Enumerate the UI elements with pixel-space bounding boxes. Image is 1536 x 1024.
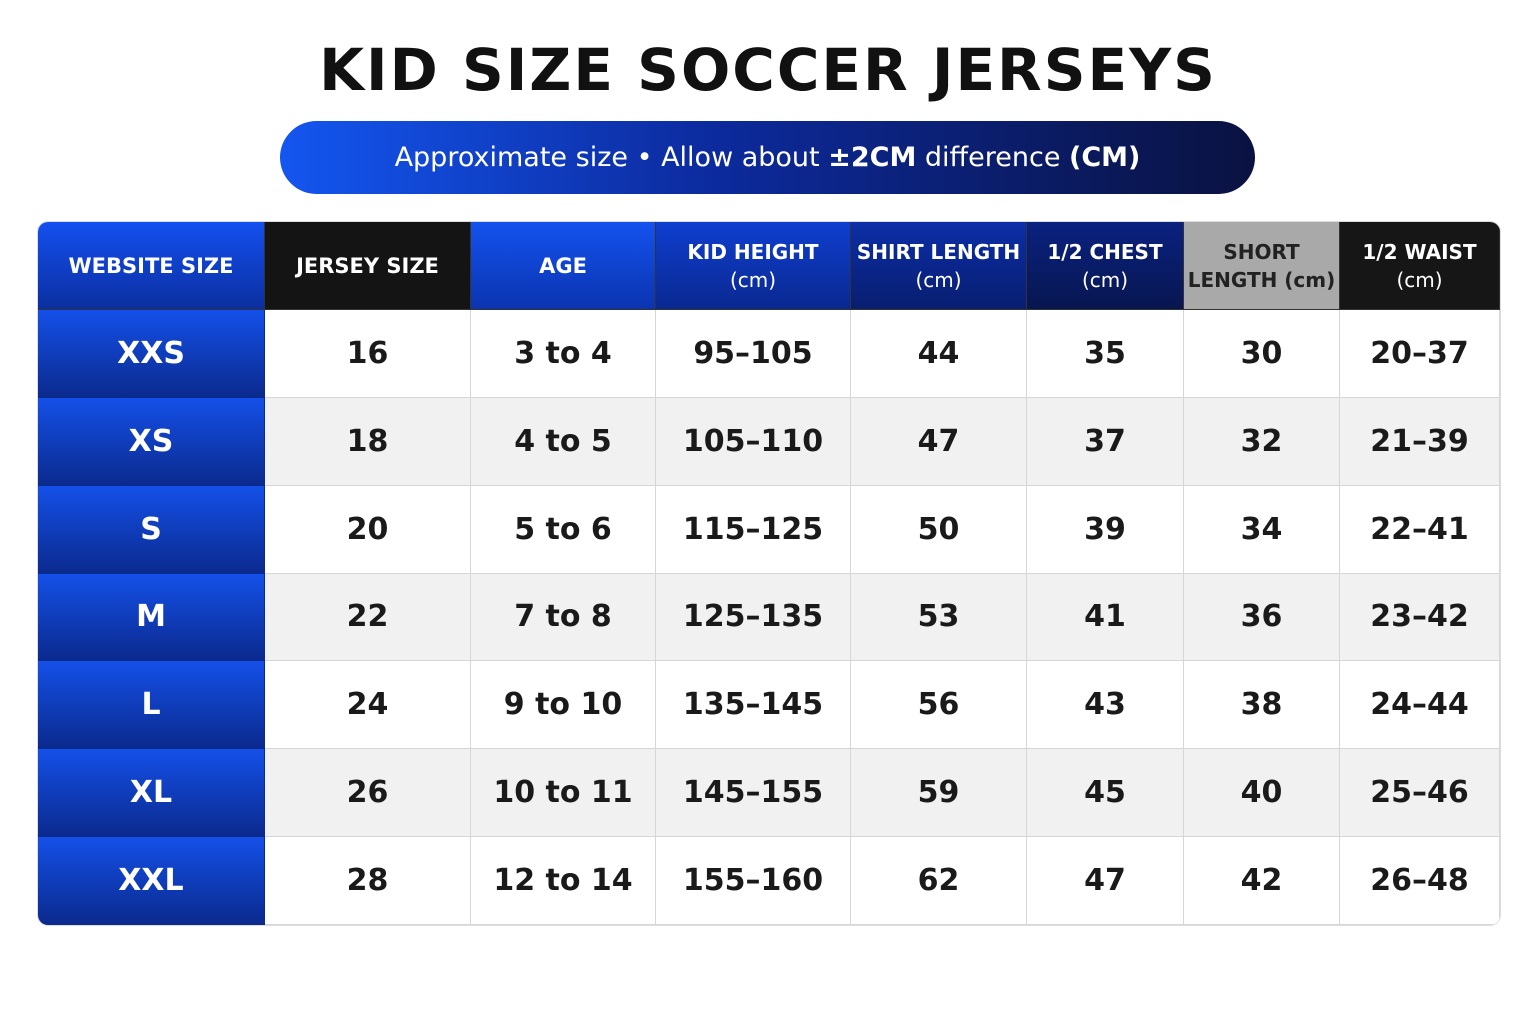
table-cell: 38: [1184, 661, 1340, 750]
header-cell: 1/2 WAIST (cm): [1340, 222, 1500, 310]
header-cell: SHIRT LENGTH (cm): [851, 222, 1027, 310]
header-line: 1/2 WAIST: [1362, 239, 1477, 264]
table-cell: 24: [265, 661, 471, 750]
table-cell: 20: [265, 485, 471, 574]
table-cell: 20–37: [1340, 310, 1500, 398]
table-cell: 22–41: [1340, 485, 1500, 574]
table-cell: 59: [851, 749, 1027, 838]
table-cell: 32: [1184, 397, 1340, 486]
header-line: WEBSITE SIZE: [68, 253, 234, 278]
header-line: SHORT: [1223, 239, 1300, 264]
table-cell: 22: [265, 573, 471, 662]
table-cell: 47: [1027, 837, 1184, 925]
header-line: AGE: [539, 253, 587, 278]
table-cell: 105–110: [656, 397, 851, 486]
subtitle-part: difference: [916, 142, 1070, 173]
table-cell: 26: [265, 749, 471, 838]
title: KID SIZE SOCCER JERSEYS: [319, 36, 1217, 104]
header-cell: WEBSITE SIZE: [38, 222, 265, 310]
header-cell: JERSEY SIZE: [265, 222, 471, 310]
table-cell: 44: [851, 310, 1027, 398]
table-cell: 95–105: [656, 310, 851, 398]
table-cell: 135–145: [656, 661, 851, 750]
subtitle-part: (CM): [1069, 142, 1141, 173]
table-cell: 53: [851, 573, 1027, 662]
table-cell: 30: [1184, 310, 1340, 398]
table-cell: 3 to 4: [471, 310, 656, 398]
size-cell: S: [38, 485, 265, 574]
size-cell: M: [38, 573, 265, 662]
table-cell: 34: [1184, 485, 1340, 574]
subtitle-part: ±2CM: [828, 142, 917, 173]
size-cell: XXL: [38, 837, 265, 925]
header-cell: AGE: [471, 222, 656, 310]
table-cell: 12 to 14: [471, 837, 656, 925]
table-cell: 10 to 11: [471, 749, 656, 838]
table-cell: 23–42: [1340, 573, 1500, 662]
table-cell: 41: [1027, 573, 1184, 662]
table-cell: 39: [1027, 485, 1184, 574]
header-line: JERSEY SIZE: [296, 253, 439, 278]
header-line: (cm): [729, 267, 777, 292]
header-line: (cm): [1396, 267, 1443, 292]
table-cell: 26–48: [1340, 837, 1500, 925]
table-cell: 5 to 6: [471, 485, 656, 574]
header-line: (cm): [915, 267, 962, 292]
table-cell: 62: [851, 837, 1027, 925]
size-cell: L: [38, 661, 265, 750]
table-cell: 43: [1027, 661, 1184, 750]
table-cell: 125–135: [656, 573, 851, 662]
size-cell: XXS: [38, 310, 265, 398]
table-cell: 40: [1184, 749, 1340, 838]
table-cell: 42: [1184, 837, 1340, 925]
header-line: SHIRT LENGTH: [856, 239, 1021, 264]
table-cell: 24–44: [1340, 661, 1500, 750]
table-cell: 7 to 8: [471, 573, 656, 662]
header-cell: SHORT LENGTH (cm): [1184, 222, 1340, 310]
subtitle-banner: Approximate size • Allow about ±2CM diff…: [280, 121, 1255, 194]
table-cell: 28: [265, 837, 471, 925]
table-cell: 25–46: [1340, 749, 1500, 838]
header-line: 1/2 CHEST: [1047, 239, 1163, 264]
table-cell: 35: [1027, 310, 1184, 398]
table-cell: 145–155: [656, 749, 851, 838]
header-line: KID HEIGHT: [687, 239, 819, 264]
size-cell: XL: [38, 749, 265, 838]
table-cell: 37: [1027, 397, 1184, 486]
header-line: (cm): [1081, 267, 1129, 292]
table-cell: 56: [851, 661, 1027, 750]
size-table: WEBSITE SIZE JERSEY SIZE AGE KID HEIGHT (cm)…: [38, 222, 1500, 925]
table-cell: 36: [1184, 573, 1340, 662]
table-cell: 4 to 5: [471, 397, 656, 486]
table-cell: 50: [851, 485, 1027, 574]
header-cell: KID HEIGHT (cm): [656, 222, 851, 310]
subtitle-part: Approximate size • Allow about: [394, 142, 829, 173]
table-cell: 9 to 10: [471, 661, 656, 750]
header-line: LENGTH (cm): [1187, 267, 1336, 292]
table-cell: 47: [851, 397, 1027, 486]
table-cell: 155–160: [656, 837, 851, 925]
table-cell: 45: [1027, 749, 1184, 838]
size-cell: XS: [38, 397, 265, 486]
table-cell: 16: [265, 310, 471, 398]
table-cell: 115–125: [656, 485, 851, 574]
table-cell: 18: [265, 397, 471, 486]
table-cell: 21–39: [1340, 397, 1500, 486]
header-cell: 1/2 CHEST (cm): [1027, 222, 1184, 310]
